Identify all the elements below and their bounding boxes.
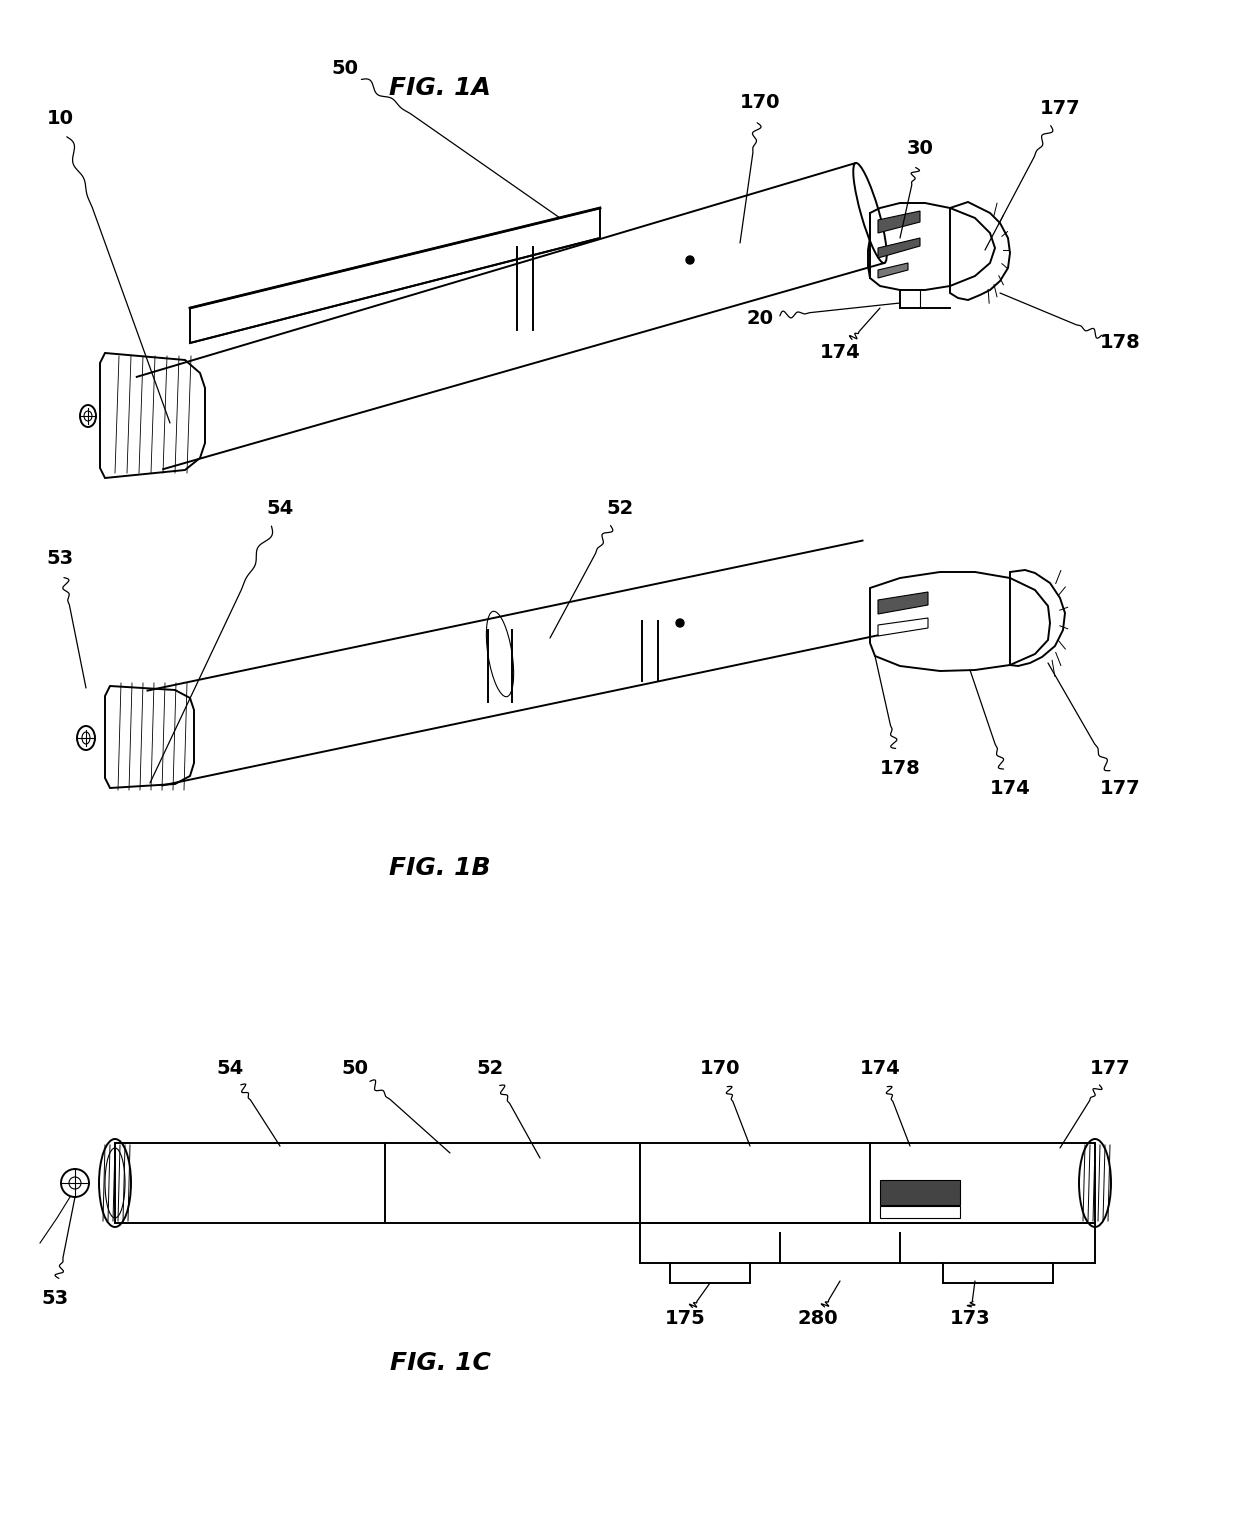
- Bar: [880, 1205, 960, 1217]
- Text: 174: 174: [859, 1058, 900, 1078]
- Text: 54: 54: [267, 498, 294, 518]
- Text: 178: 178: [879, 759, 920, 777]
- Text: 173: 173: [950, 1309, 991, 1328]
- Text: 54: 54: [216, 1058, 243, 1078]
- Text: 177: 177: [1090, 1058, 1131, 1078]
- Text: FIG. 1B: FIG. 1B: [389, 856, 491, 880]
- Text: 53: 53: [41, 1289, 68, 1307]
- Text: 50: 50: [341, 1058, 368, 1078]
- Text: 177: 177: [1039, 99, 1080, 117]
- Text: 174: 174: [990, 779, 1030, 797]
- Text: 30: 30: [906, 138, 934, 158]
- Text: 53: 53: [46, 548, 73, 568]
- Text: 177: 177: [1100, 779, 1141, 797]
- Polygon shape: [878, 211, 920, 232]
- Bar: [880, 1179, 960, 1205]
- Text: 20: 20: [746, 308, 774, 328]
- Text: 170: 170: [699, 1058, 740, 1078]
- Text: 280: 280: [797, 1309, 838, 1328]
- Text: 52: 52: [476, 1058, 503, 1078]
- Text: 175: 175: [665, 1309, 706, 1328]
- Polygon shape: [878, 263, 908, 278]
- Text: 52: 52: [606, 498, 634, 518]
- Text: 178: 178: [1100, 334, 1141, 352]
- Text: 50: 50: [331, 59, 358, 77]
- Text: 10: 10: [47, 108, 73, 128]
- Circle shape: [686, 257, 694, 264]
- Text: 174: 174: [820, 343, 861, 363]
- Polygon shape: [878, 592, 928, 613]
- Text: FIG. 1C: FIG. 1C: [389, 1351, 491, 1375]
- Polygon shape: [878, 238, 920, 258]
- Bar: [115, 1143, 1095, 1224]
- Text: 170: 170: [740, 94, 780, 112]
- Text: FIG. 1A: FIG. 1A: [389, 76, 491, 100]
- Circle shape: [676, 619, 684, 627]
